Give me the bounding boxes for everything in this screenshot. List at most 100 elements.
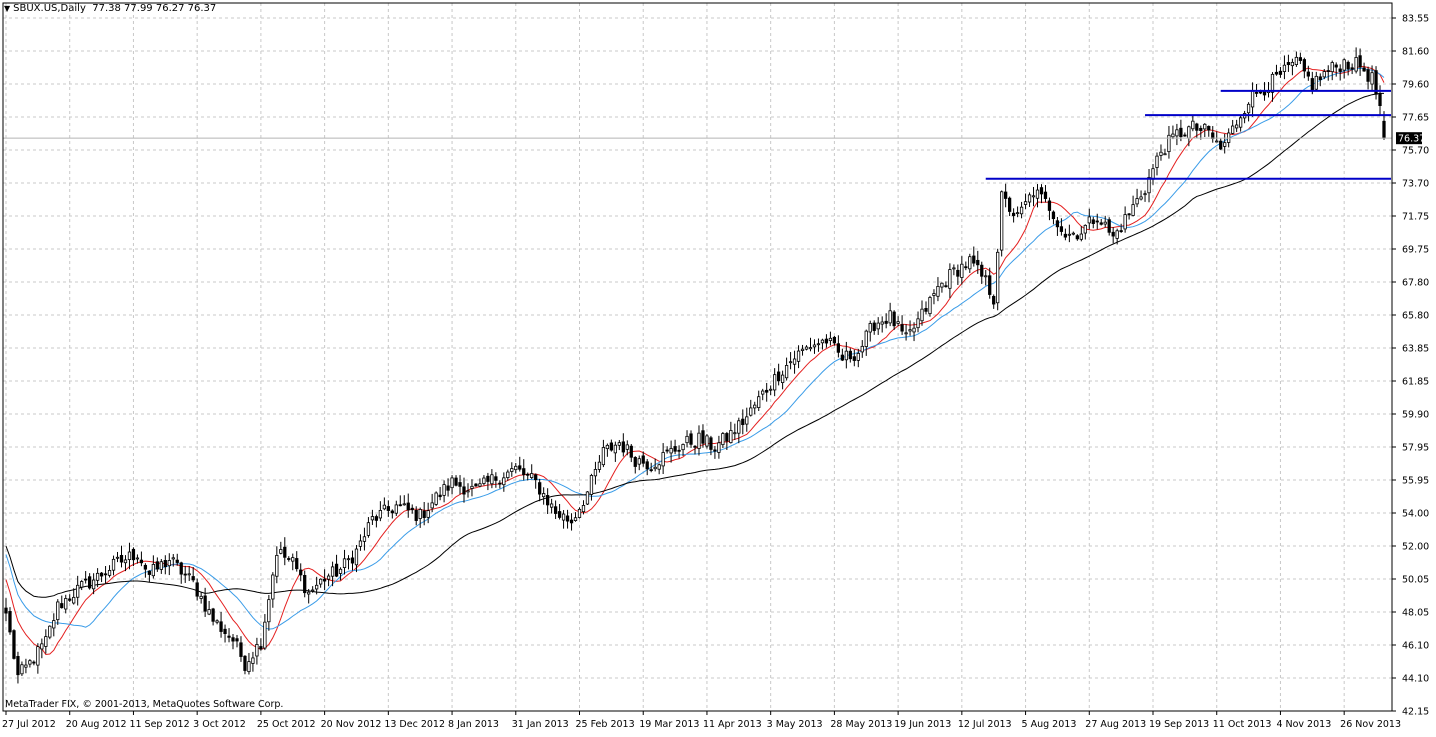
candle	[1215, 131, 1219, 143]
candle-body	[542, 493, 546, 498]
candle	[800, 344, 805, 356]
candle-body	[1346, 61, 1350, 70]
candle-body	[414, 509, 418, 521]
candle	[52, 613, 56, 637]
candle	[68, 594, 72, 602]
candle-body	[1151, 168, 1155, 180]
candle-body	[498, 482, 502, 485]
x-tick-label: 20 Aug 2012	[66, 719, 127, 730]
candle	[434, 491, 438, 506]
candle	[1115, 228, 1119, 245]
candle	[127, 542, 132, 570]
candle-body	[171, 557, 175, 560]
candle	[311, 586, 315, 593]
candle	[438, 487, 442, 501]
candle	[418, 507, 422, 528]
x-tick-label: 12 Jul 2013	[958, 719, 1012, 730]
candle	[980, 261, 984, 284]
candle	[494, 472, 498, 488]
candle	[151, 555, 155, 579]
candle-body	[52, 620, 56, 629]
candle-body	[844, 350, 848, 361]
candle-body	[60, 603, 64, 609]
candle	[1051, 210, 1056, 225]
candle-body	[1203, 123, 1207, 130]
candle	[1167, 126, 1171, 159]
y-tick-label: 65.80	[1402, 311, 1429, 322]
candle	[283, 537, 287, 566]
candle-body	[1075, 235, 1079, 240]
candle-body	[36, 646, 40, 666]
candle-body	[127, 551, 132, 560]
candle-body	[1362, 67, 1366, 72]
candle	[426, 502, 430, 524]
time-axis[interactable]: 27 Jul 2012 20 Aug 2012 11 Sep 2012 3 Oct 2…	[2, 711, 1401, 730]
candle-body	[56, 601, 60, 621]
candle	[474, 483, 478, 487]
candle	[1083, 224, 1087, 240]
candle-body	[1306, 71, 1310, 77]
candle	[936, 277, 940, 302]
candle-body	[295, 558, 299, 570]
x-tick-label: 25 Oct 2012	[257, 719, 316, 730]
candle	[996, 248, 1000, 311]
price-axis[interactable]: 83.55 81.60 79.60 77.65 75.70 73.70 71.75 69.75…	[1392, 14, 1429, 718]
candle	[16, 651, 20, 684]
candle-body	[458, 482, 462, 487]
ma-line	[5, 65, 1385, 656]
candle-body	[279, 549, 283, 554]
y-tick-label: 73.70	[1402, 179, 1429, 190]
y-tick-label: 77.65	[1402, 113, 1429, 124]
candle	[486, 472, 490, 491]
candle-body	[840, 354, 844, 361]
candle-body	[1051, 211, 1056, 220]
candle	[1231, 119, 1235, 135]
candle	[920, 300, 924, 326]
candle	[410, 504, 414, 514]
candle-body	[103, 573, 108, 576]
candle	[1011, 208, 1016, 223]
candle	[362, 527, 367, 551]
candle	[1334, 62, 1338, 77]
candle-body	[1071, 232, 1075, 235]
candle-body	[549, 503, 554, 508]
candle	[275, 546, 279, 584]
candle	[1004, 183, 1008, 208]
candle	[1171, 125, 1175, 140]
candle-body	[1159, 151, 1163, 156]
candle	[442, 480, 446, 503]
candle-body	[135, 557, 140, 560]
candle-body	[72, 596, 76, 604]
candle	[968, 253, 972, 273]
candle-body	[932, 293, 936, 296]
candle-body	[960, 263, 964, 278]
candle	[20, 661, 24, 677]
candle-body	[342, 558, 347, 568]
candle-body	[725, 433, 729, 442]
candle-body	[1004, 191, 1008, 199]
candle	[1015, 206, 1020, 218]
candle-body	[354, 548, 359, 566]
candle-body	[303, 575, 307, 594]
candle-body	[115, 556, 120, 559]
candle-body	[494, 476, 498, 481]
candle	[143, 563, 148, 578]
candle-body	[111, 558, 116, 571]
candle-body	[8, 611, 12, 633]
dropdown-triangle-icon[interactable]: ▼	[4, 4, 11, 13]
candle	[8, 607, 12, 635]
candle-body	[227, 635, 231, 638]
candle	[689, 430, 693, 448]
candle-body	[876, 322, 880, 330]
candle	[1007, 196, 1012, 217]
candle-body	[1031, 195, 1036, 198]
candle-body	[4, 607, 8, 614]
horizontal-levels[interactable]	[3, 89, 1392, 180]
candle	[267, 594, 271, 631]
candle	[1131, 195, 1135, 217]
candle-body	[868, 323, 872, 333]
candle-body	[422, 510, 426, 519]
candle	[1374, 66, 1378, 100]
